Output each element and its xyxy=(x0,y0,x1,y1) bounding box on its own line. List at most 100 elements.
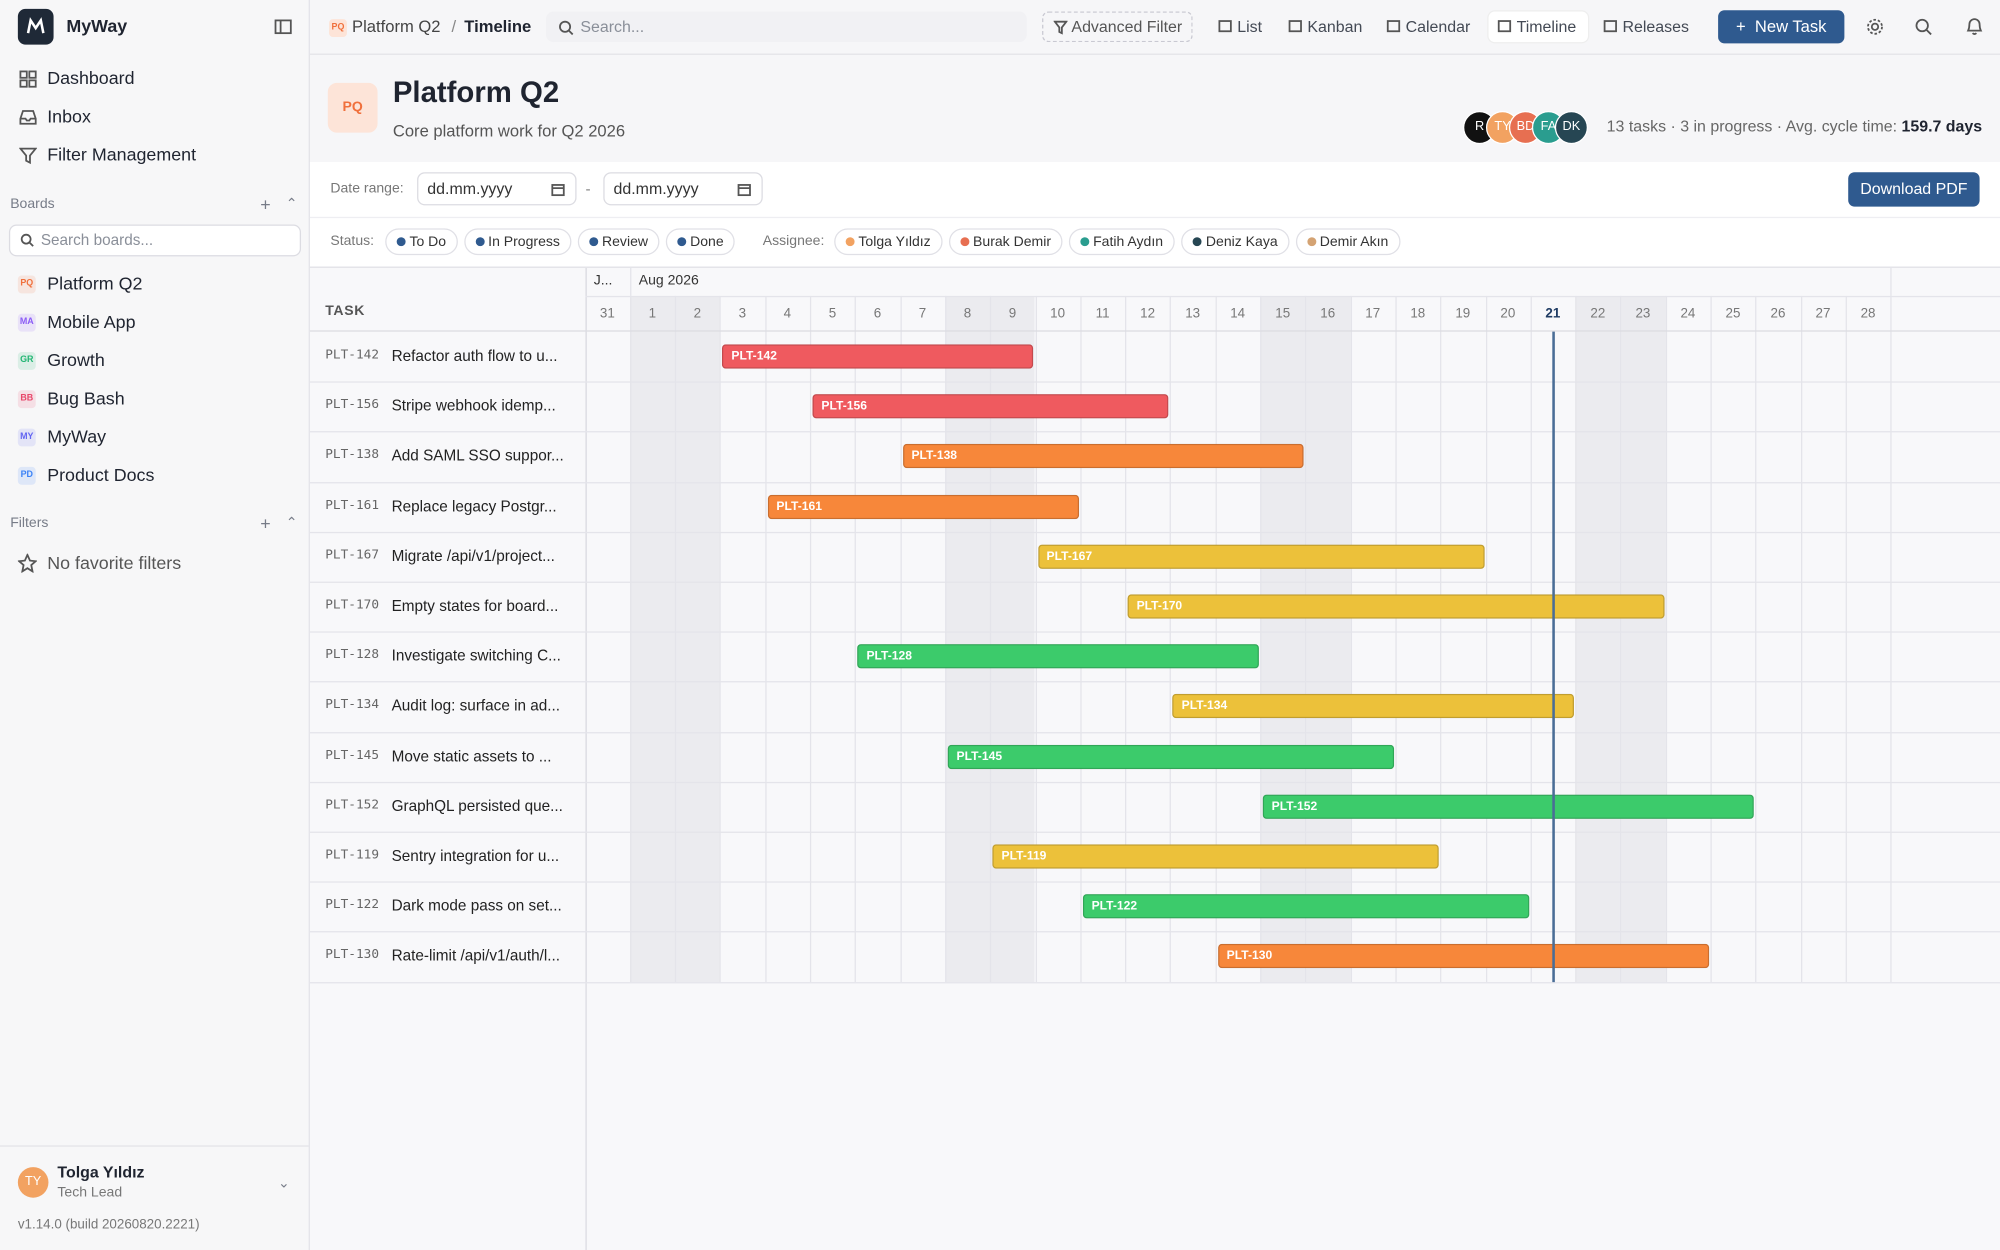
user-menu[interactable]: ⌄ xyxy=(278,1176,290,1192)
task-title[interactable]: Add SAML SSO suppor... xyxy=(391,446,564,465)
filter-chip[interactable]: Fatih Aydın xyxy=(1068,228,1176,256)
header-border xyxy=(309,330,2000,332)
view-tab[interactable]: Kanban xyxy=(1279,11,1374,42)
day-label: 26 xyxy=(1770,306,1786,322)
search[interactable]: Search... xyxy=(545,11,1027,43)
filter-chip[interactable]: In Progress xyxy=(463,228,572,256)
day-label: 1 xyxy=(648,306,657,322)
download-pdf[interactable]: Download PDF xyxy=(1848,172,1980,207)
filter-chip[interactable]: Tolga Yıldız xyxy=(834,228,943,256)
weekend-column xyxy=(1575,295,1621,982)
app-name: MyWay xyxy=(66,15,128,36)
day-label: 10 xyxy=(1050,306,1066,322)
day-label: 2 xyxy=(693,306,702,322)
filter-chip[interactable]: Review xyxy=(577,228,660,256)
user-avatar: TY xyxy=(17,1167,49,1198)
task-bar[interactable]: PLT-170 xyxy=(1127,594,1665,619)
day-label: 31 xyxy=(599,306,615,322)
task-bar[interactable]: PLT-142 xyxy=(722,344,1034,369)
task-title[interactable]: Empty states for board... xyxy=(391,596,559,615)
grid-line xyxy=(1485,295,1487,982)
task-bar[interactable]: PLT-119 xyxy=(992,844,1440,869)
new-task-button[interactable]: + New Task xyxy=(1718,10,1845,44)
task-bar[interactable]: PLT-130 xyxy=(1217,944,1710,969)
board-item[interactable]: Product Docs xyxy=(47,464,155,485)
task-bar[interactable]: PLT-134 xyxy=(1172,694,1575,719)
today-line xyxy=(1552,331,1555,982)
task-header: TASK xyxy=(325,303,365,319)
task-bar[interactable]: PLT-138 xyxy=(902,444,1304,469)
nav-item[interactable]: Filter Management xyxy=(47,144,197,165)
day-label: 11 xyxy=(1095,306,1110,322)
board-item[interactable]: Mobile App xyxy=(47,311,136,332)
board-item[interactable]: MyWay xyxy=(47,426,107,447)
grid-line xyxy=(629,295,632,982)
chip-dot xyxy=(1080,237,1090,247)
filter-chip[interactable]: Deniz Kaya xyxy=(1181,228,1290,256)
filter-chip[interactable]: To Do xyxy=(385,228,458,256)
add-filter[interactable]: + xyxy=(260,512,271,534)
advanced-filter[interactable]: Advanced Filter xyxy=(1042,11,1193,43)
grid-line xyxy=(1800,295,1802,982)
grid-line xyxy=(1440,295,1442,982)
task-key: PLT-134 xyxy=(325,698,380,713)
task-bar[interactable]: PLT-161 xyxy=(767,494,1079,519)
user-name: Tolga Yıldız xyxy=(57,1163,145,1182)
collapse-boards[interactable]: ⌃ xyxy=(285,196,298,212)
task-title[interactable]: Sentry integration for u... xyxy=(391,846,560,865)
search-icon[interactable] xyxy=(1915,18,1933,36)
task-title[interactable]: Investigate switching C... xyxy=(391,646,561,665)
filter-chip[interactable]: Demir Akın xyxy=(1295,228,1401,256)
grid-line xyxy=(674,295,677,982)
board-item[interactable]: Bug Bash xyxy=(47,387,125,409)
bar-label: PLT-130 xyxy=(1226,949,1273,964)
nav-item[interactable]: Inbox xyxy=(47,105,91,127)
grid-line xyxy=(945,295,947,982)
view-tab[interactable]: Calendar xyxy=(1378,11,1482,42)
task-bar[interactable]: PLT-145 xyxy=(947,744,1394,769)
view-tab-label: Kanban xyxy=(1307,17,1363,36)
filter-chip[interactable]: Burak Demir xyxy=(948,228,1063,256)
task-title[interactable]: Move static assets to ... xyxy=(391,746,552,765)
task-key: PLT-142 xyxy=(325,348,380,363)
settings-icon[interactable] xyxy=(1866,18,1884,36)
task-title[interactable]: Replace legacy Postgr... xyxy=(391,496,557,515)
board-badge: GR xyxy=(17,352,36,370)
nav-item[interactable]: Dashboard xyxy=(47,67,135,89)
board-item[interactable]: Growth xyxy=(47,349,105,370)
task-title[interactable]: Refactor auth flow to u... xyxy=(391,346,558,365)
view-tab[interactable]: List xyxy=(1209,11,1273,42)
board-search[interactable]: Search boards... xyxy=(8,224,302,257)
bell-icon[interactable] xyxy=(1966,17,1984,36)
view-tab[interactable]: Releases xyxy=(1594,11,1700,42)
date-from[interactable]: dd.mm.yyyy xyxy=(417,172,577,206)
task-title[interactable]: Rate-limit /api/v1/auth/l... xyxy=(391,946,561,965)
chip-dot xyxy=(589,237,599,247)
task-bar[interactable]: PLT-156 xyxy=(812,394,1169,419)
bar-label: PLT-145 xyxy=(956,749,1003,764)
boards-label: Boards xyxy=(10,196,55,212)
cycle-time: 159.7 days xyxy=(1901,117,1983,136)
breadcrumb-project[interactable]: Platform Q2 xyxy=(352,16,441,36)
grid-line xyxy=(1530,295,1532,982)
task-bar[interactable]: PLT-122 xyxy=(1082,894,1530,919)
task-bar[interactable]: PLT-167 xyxy=(1037,544,1485,569)
collapse-icon[interactable] xyxy=(274,18,292,36)
task-title[interactable]: Stripe webhook idemp... xyxy=(391,396,556,415)
grid-line xyxy=(854,295,857,982)
task-bar[interactable]: PLT-152 xyxy=(1262,794,1755,819)
project-badge: PQ xyxy=(327,82,378,133)
task-title[interactable]: GraphQL persisted que... xyxy=(391,796,563,815)
task-title[interactable]: Migrate /api/v1/project... xyxy=(391,546,555,565)
date-to[interactable]: dd.mm.yyyy xyxy=(603,172,763,206)
task-title[interactable]: Audit log: surface in ad... xyxy=(391,696,561,715)
task-bar[interactable]: PLT-128 xyxy=(857,644,1259,669)
filter-chip[interactable]: Done xyxy=(665,228,736,256)
task-title[interactable]: Dark mode pass on set... xyxy=(391,896,562,915)
add-board[interactable]: + xyxy=(260,193,271,215)
view-tab[interactable]: Timeline xyxy=(1488,11,1588,43)
board-item[interactable]: Platform Q2 xyxy=(47,272,143,294)
nav-icon xyxy=(18,147,38,165)
chip-label: Fatih Aydın xyxy=(1093,234,1164,250)
